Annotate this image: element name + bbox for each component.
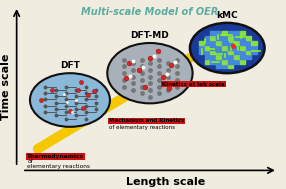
Bar: [240, 55, 245, 59]
Bar: [216, 46, 221, 50]
Bar: [234, 50, 239, 54]
Text: Kinetics at lab scale: Kinetics at lab scale: [162, 82, 225, 87]
Bar: [216, 55, 221, 59]
Bar: [234, 46, 239, 50]
Bar: [216, 31, 221, 36]
Bar: [222, 60, 227, 64]
Bar: [204, 46, 210, 50]
Text: of
elementary reactions: of elementary reactions: [27, 159, 90, 169]
Bar: [210, 31, 216, 36]
Bar: [240, 60, 245, 64]
Bar: [222, 46, 227, 50]
Bar: [246, 46, 251, 50]
Text: kMC: kMC: [217, 11, 238, 19]
Text: of elementary reactions: of elementary reactions: [109, 125, 175, 130]
Bar: [228, 46, 233, 50]
Bar: [240, 41, 245, 45]
Bar: [246, 55, 251, 59]
Bar: [204, 60, 210, 64]
Bar: [251, 50, 257, 54]
Bar: [210, 55, 216, 59]
Bar: [246, 41, 251, 45]
Bar: [251, 46, 257, 50]
Bar: [240, 46, 245, 50]
Bar: [228, 60, 233, 64]
Bar: [210, 60, 216, 64]
Bar: [234, 55, 239, 59]
Bar: [204, 55, 210, 59]
Ellipse shape: [30, 73, 110, 127]
Text: Multi-scale Model of OER: Multi-scale Model of OER: [81, 7, 219, 17]
Bar: [228, 41, 233, 45]
Bar: [199, 41, 204, 45]
Ellipse shape: [107, 43, 192, 103]
Bar: [210, 41, 216, 45]
Bar: [234, 60, 239, 64]
Text: DFT: DFT: [60, 61, 80, 70]
Bar: [222, 41, 227, 45]
Bar: [240, 31, 245, 36]
Bar: [216, 41, 221, 45]
Bar: [199, 46, 204, 50]
Bar: [210, 36, 216, 40]
Bar: [210, 46, 216, 50]
Bar: [204, 41, 210, 45]
Bar: [222, 55, 227, 59]
Bar: [228, 55, 233, 59]
Text: Mechanism and Kinetics: Mechanism and Kinetics: [109, 119, 184, 123]
Ellipse shape: [190, 23, 265, 73]
Bar: [222, 36, 227, 40]
Bar: [228, 64, 233, 68]
Bar: [234, 36, 239, 40]
Bar: [246, 50, 251, 54]
Bar: [246, 36, 251, 40]
Bar: [216, 36, 221, 40]
Bar: [234, 41, 239, 45]
Bar: [228, 36, 233, 40]
Bar: [240, 36, 245, 40]
Bar: [222, 50, 227, 54]
Bar: [216, 60, 221, 64]
Text: Time scale: Time scale: [1, 53, 11, 120]
Bar: [216, 64, 221, 68]
Bar: [204, 36, 210, 40]
Bar: [216, 50, 221, 54]
Bar: [204, 50, 210, 54]
Bar: [228, 50, 233, 54]
Bar: [234, 31, 239, 36]
Bar: [210, 50, 216, 54]
Text: Thermodynamics: Thermodynamics: [27, 154, 84, 159]
Bar: [222, 31, 227, 36]
Bar: [199, 50, 204, 54]
Text: DFT-MD: DFT-MD: [130, 31, 169, 40]
Text: Length scale: Length scale: [126, 177, 206, 187]
Bar: [240, 50, 245, 54]
Bar: [251, 41, 257, 45]
Bar: [228, 31, 233, 36]
Bar: [222, 64, 227, 68]
